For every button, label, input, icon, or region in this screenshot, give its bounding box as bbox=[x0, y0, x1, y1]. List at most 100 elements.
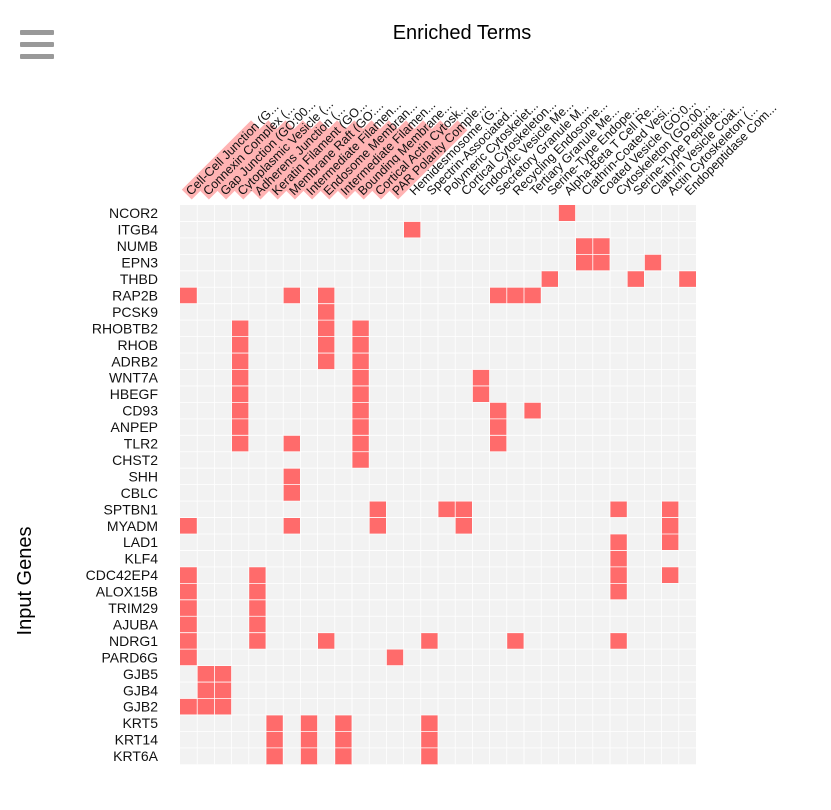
heatmap-cell[interactable] bbox=[334, 747, 352, 765]
heatmap-cell[interactable] bbox=[610, 583, 628, 600]
heatmap-cell[interactable] bbox=[180, 599, 198, 617]
heatmap-cell[interactable] bbox=[317, 287, 335, 304]
hamburger-menu-icon[interactable] bbox=[20, 30, 54, 62]
heatmap-cell[interactable] bbox=[506, 632, 524, 650]
heatmap-cell[interactable] bbox=[592, 237, 610, 255]
heatmap-cell[interactable] bbox=[644, 254, 662, 271]
heatmap-cell[interactable] bbox=[455, 517, 473, 534]
heatmap-cell[interactable] bbox=[489, 418, 507, 436]
heatmap-cell[interactable] bbox=[661, 534, 679, 551]
heatmap-cell[interactable] bbox=[592, 254, 610, 271]
heatmap-cell[interactable] bbox=[180, 649, 198, 666]
heatmap-cell[interactable] bbox=[420, 747, 438, 765]
heatmap-cell[interactable] bbox=[214, 682, 232, 699]
heatmap-cell[interactable] bbox=[352, 369, 370, 386]
heatmap-cell[interactable] bbox=[575, 237, 593, 255]
heatmap-cell[interactable] bbox=[283, 517, 301, 534]
heatmap-cell[interactable] bbox=[369, 501, 387, 518]
gene-label: TLR2 bbox=[124, 436, 158, 452]
heatmap-cell[interactable] bbox=[352, 402, 370, 419]
heatmap-cell[interactable] bbox=[506, 287, 524, 304]
heatmap-cell[interactable] bbox=[180, 583, 198, 600]
heatmap-cell[interactable] bbox=[248, 599, 266, 617]
heatmap-cell[interactable] bbox=[352, 320, 370, 337]
heatmap-cell[interactable] bbox=[197, 682, 215, 699]
heatmap-cell[interactable] bbox=[610, 534, 628, 551]
heatmap-cell[interactable] bbox=[558, 205, 576, 222]
heatmap-cell[interactable] bbox=[231, 435, 249, 452]
heatmap-cell[interactable] bbox=[334, 731, 352, 748]
heatmap-cell[interactable] bbox=[420, 714, 438, 732]
heatmap-cell[interactable] bbox=[248, 632, 266, 650]
heatmap-cell[interactable] bbox=[352, 451, 370, 469]
heatmap-cell[interactable] bbox=[472, 385, 490, 403]
heatmap-cell[interactable] bbox=[300, 731, 318, 748]
heatmap-cell[interactable] bbox=[197, 698, 215, 715]
heatmap-cell[interactable] bbox=[610, 566, 628, 584]
heatmap-cell[interactable] bbox=[180, 287, 198, 304]
heatmap-cell[interactable] bbox=[248, 583, 266, 600]
heatmap-cell[interactable] bbox=[352, 435, 370, 452]
heatmap-cell[interactable] bbox=[317, 632, 335, 650]
heatmap-cell[interactable] bbox=[300, 747, 318, 765]
heatmap-cell[interactable] bbox=[455, 501, 473, 518]
heatmap-cell[interactable] bbox=[352, 385, 370, 403]
heatmap-cell[interactable] bbox=[524, 287, 542, 304]
heatmap-cell[interactable] bbox=[180, 698, 198, 715]
heatmap-cell[interactable] bbox=[283, 468, 301, 485]
heatmap-cell[interactable] bbox=[300, 714, 318, 732]
heatmap-cell[interactable] bbox=[369, 517, 387, 534]
heatmap-cell[interactable] bbox=[386, 649, 404, 666]
heatmap-cell[interactable] bbox=[231, 353, 249, 370]
heatmap-cell[interactable] bbox=[231, 385, 249, 403]
heatmap-cell[interactable] bbox=[610, 550, 628, 567]
heatmap-cell[interactable] bbox=[661, 501, 679, 518]
heatmap-cell[interactable] bbox=[627, 270, 645, 288]
heatmap-cell[interactable] bbox=[317, 303, 335, 321]
heatmap-cell[interactable] bbox=[231, 336, 249, 354]
heatmap-cell[interactable] bbox=[541, 270, 559, 288]
heatmap-cell[interactable] bbox=[610, 501, 628, 518]
heatmap-cell[interactable] bbox=[661, 517, 679, 534]
heatmap-cell[interactable] bbox=[248, 616, 266, 633]
heatmap-cell[interactable] bbox=[420, 632, 438, 650]
heatmap-cell[interactable] bbox=[231, 369, 249, 386]
heatmap-cell[interactable] bbox=[489, 287, 507, 304]
heatmap-cell[interactable] bbox=[180, 616, 198, 633]
heatmap-cell[interactable] bbox=[214, 665, 232, 683]
heatmap-cell[interactable] bbox=[180, 517, 198, 534]
heatmap-cell[interactable] bbox=[489, 435, 507, 452]
heatmap-cell[interactable] bbox=[472, 369, 490, 386]
heatmap-cell[interactable] bbox=[266, 747, 284, 765]
heatmap-cell[interactable] bbox=[352, 336, 370, 354]
heatmap-cell[interactable] bbox=[489, 402, 507, 419]
heatmap-cell[interactable] bbox=[334, 714, 352, 732]
heatmap-cell[interactable] bbox=[180, 632, 198, 650]
heatmap-cell[interactable] bbox=[231, 418, 249, 436]
heatmap-cell[interactable] bbox=[678, 270, 696, 288]
heatmap-cell[interactable] bbox=[214, 698, 232, 715]
heatmap-cell[interactable] bbox=[283, 484, 301, 502]
heatmap-cell[interactable] bbox=[317, 320, 335, 337]
heatmap-cell[interactable] bbox=[575, 254, 593, 271]
heatmap-cell[interactable] bbox=[266, 731, 284, 748]
heatmap-cell[interactable] bbox=[180, 566, 198, 584]
heatmap-cell[interactable] bbox=[266, 714, 284, 732]
heatmap-cell[interactable] bbox=[438, 501, 456, 518]
gene-label: ALOX15B bbox=[96, 584, 158, 600]
heatmap-cell[interactable] bbox=[661, 566, 679, 584]
heatmap-cell[interactable] bbox=[317, 353, 335, 370]
heatmap-cell[interactable] bbox=[197, 665, 215, 683]
heatmap-cell[interactable] bbox=[317, 336, 335, 354]
heatmap-cell[interactable] bbox=[420, 731, 438, 748]
heatmap-cell[interactable] bbox=[403, 221, 421, 238]
heatmap-cell[interactable] bbox=[283, 287, 301, 304]
heatmap-cell[interactable] bbox=[524, 402, 542, 419]
heatmap-cell[interactable] bbox=[283, 435, 301, 452]
heatmap-cell[interactable] bbox=[231, 402, 249, 419]
heatmap-cell[interactable] bbox=[231, 320, 249, 337]
heatmap-cell[interactable] bbox=[610, 632, 628, 650]
heatmap-cell[interactable] bbox=[352, 353, 370, 370]
heatmap-cell[interactable] bbox=[248, 566, 266, 584]
heatmap-cell[interactable] bbox=[352, 418, 370, 436]
